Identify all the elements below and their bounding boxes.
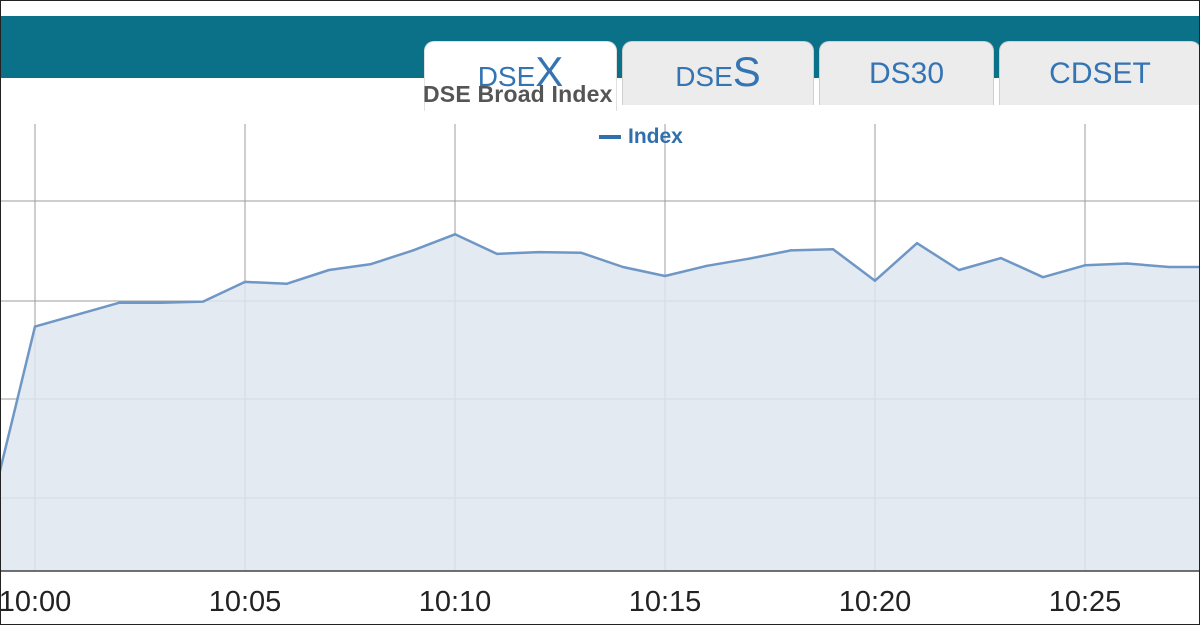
index-area (1, 234, 1199, 571)
index-point (579, 251, 583, 254)
x-tick-label: 10:00 (1, 586, 71, 618)
chart-title: DSE Broad Index (423, 81, 613, 107)
index-point (243, 280, 247, 284)
index-point (453, 233, 457, 236)
index-point (285, 282, 289, 285)
index-point (369, 262, 373, 266)
index-point (75, 313, 79, 316)
legend-label-index: Index (628, 125, 683, 148)
index-point (117, 301, 121, 304)
x-tick-label: 10:25 (1049, 586, 1122, 618)
x-tick-label: 10:10 (419, 586, 492, 618)
index-point (957, 268, 961, 272)
chart-legend[interactable]: Index (599, 125, 683, 149)
index-point (621, 265, 625, 269)
index-point (1041, 275, 1045, 279)
index-point (1083, 264, 1087, 267)
index-point (159, 301, 163, 304)
tab-dsex-suffix: X (535, 48, 564, 95)
index-point (999, 256, 1003, 260)
tab-cdset[interactable]: CDSET (999, 41, 1199, 105)
x-tick-label: 10:05 (209, 586, 282, 618)
index-point (873, 279, 877, 282)
index-point (537, 250, 541, 254)
legend-swatch-index (599, 135, 621, 139)
index-point (495, 252, 499, 256)
index-point (705, 264, 709, 268)
index-point (789, 249, 793, 252)
index-point (327, 268, 331, 272)
tab-dses[interactable]: DSES (622, 41, 814, 105)
index-point (831, 247, 835, 251)
index-point (663, 274, 667, 278)
index-point (33, 325, 37, 328)
index-point (1167, 265, 1171, 269)
index-points (33, 233, 1171, 328)
tab-ds30[interactable]: DS30 (819, 41, 994, 105)
tab-ds30-label: DS30 (868, 57, 945, 90)
tab-dsex-prefix: DSE (477, 61, 536, 92)
tab-dses-prefix: DSE (675, 61, 733, 92)
index-line (1, 233, 1199, 472)
index-point (1125, 262, 1129, 265)
tab-cdset-label: CDSET (1049, 57, 1151, 90)
index-point (747, 257, 751, 260)
tab-dsex[interactable]: DSEX (424, 41, 617, 111)
index-point (411, 249, 415, 252)
tab-dses-suffix: S (732, 48, 761, 95)
x-tick-label: 10:15 (629, 586, 702, 618)
index-point (201, 300, 205, 303)
x-tick-label: 10:20 (839, 586, 912, 618)
x-axis-ticks: 10:00 10:05 10:10 10:15 10:20 10:25 (1, 586, 1121, 618)
index-point (915, 242, 919, 245)
